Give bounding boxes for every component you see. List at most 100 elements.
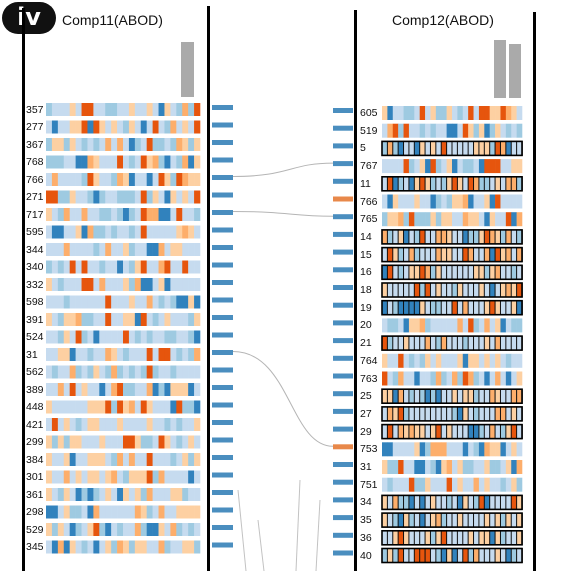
left-row-marker	[212, 332, 233, 338]
heatmap-cell	[484, 318, 490, 333]
heatmap-cell	[462, 494, 469, 510]
heatmap-cell	[408, 424, 416, 440]
heatmap-cell	[87, 365, 94, 379]
heatmap-cell	[398, 318, 404, 333]
heatmap-cell	[123, 470, 130, 484]
heatmap-cell	[408, 442, 415, 457]
heatmap-cell	[430, 212, 437, 227]
heatmap-cell	[46, 505, 53, 519]
heatmap-cell	[419, 282, 426, 298]
heatmap-cell	[152, 155, 159, 169]
heatmap-cell	[446, 424, 453, 440]
heatmap-cell	[446, 494, 453, 510]
heatmap-cell	[392, 140, 399, 156]
heatmap-cell	[392, 477, 399, 492]
heatmap-cell	[505, 176, 513, 192]
heatmap-cell	[111, 278, 118, 291]
heatmap-cell	[419, 442, 426, 457]
heatmap-cell	[451, 335, 459, 351]
heatmap-cell	[435, 424, 443, 440]
heatmap-cell	[93, 488, 100, 501]
heatmap-cell	[134, 523, 142, 536]
heatmap-cell	[510, 229, 518, 245]
heatmap-cell	[128, 523, 136, 536]
heatmap-cell	[440, 494, 448, 510]
heatmap-cell	[93, 400, 100, 414]
heatmap-cell	[123, 173, 130, 186]
heatmap-cell	[435, 247, 443, 263]
heatmap-cell	[382, 106, 388, 120]
heatmap-cell	[440, 530, 448, 546]
heatmap-cell	[57, 278, 65, 291]
heatmap-cell	[105, 208, 112, 221]
heatmap-cell	[392, 106, 399, 120]
heatmap-cell	[75, 418, 82, 431]
heatmap-cell	[176, 418, 183, 431]
heatmap-cell	[158, 138, 165, 151]
heatmap-cell	[425, 460, 431, 474]
right-panel-divider	[533, 12, 536, 571]
heatmap-cell	[87, 488, 94, 501]
heatmap-cell	[495, 353, 501, 368]
heatmap-cell	[194, 138, 201, 151]
heatmap-cell	[194, 103, 201, 116]
heatmap-cell	[435, 460, 442, 474]
cluster-outline	[381, 264, 523, 281]
heatmap-cell	[398, 194, 404, 209]
heatmap-cell	[408, 106, 415, 120]
heatmap-cell	[408, 371, 415, 386]
heatmap-cell	[386, 176, 394, 192]
heatmap-cell	[140, 190, 147, 204]
left-row-marker	[212, 525, 233, 530]
heatmap-cell	[170, 383, 177, 396]
heatmap-cell	[446, 406, 453, 422]
heatmap-cell	[99, 540, 106, 554]
heatmap-cell	[170, 453, 177, 466]
heatmap-cell	[381, 300, 389, 316]
heatmap-cell	[134, 260, 142, 274]
heatmap-cell	[468, 460, 474, 474]
heatmap-cell	[117, 155, 124, 169]
heatmap-cell	[81, 278, 88, 291]
heatmap-cell	[46, 173, 53, 186]
heatmap-cell	[382, 123, 388, 138]
heatmap-cell	[387, 106, 394, 120]
heatmap-cell	[188, 103, 195, 116]
heatmap-cell	[446, 247, 453, 263]
heatmap-cell	[51, 173, 59, 186]
heatmap-cell	[495, 460, 501, 474]
heatmap-cell	[152, 453, 159, 466]
heatmap-cell	[511, 442, 517, 457]
heatmap-cell	[397, 282, 405, 298]
heatmap-cell	[123, 453, 130, 466]
heatmap-cell	[176, 400, 183, 414]
heatmap-cell	[170, 540, 177, 554]
heatmap-cell	[462, 194, 469, 209]
left-row-marker	[212, 280, 233, 285]
heatmap-cell	[478, 159, 485, 174]
heatmap-cell	[69, 488, 76, 501]
heatmap-cell	[494, 424, 502, 440]
heatmap-cell	[424, 176, 432, 192]
heatmap-cell	[484, 442, 490, 457]
heatmap-cell	[57, 418, 65, 431]
heatmap-cell	[105, 120, 112, 134]
heatmap-cell	[117, 383, 124, 396]
heatmap-cell	[408, 264, 416, 280]
heatmap-cell	[158, 225, 165, 239]
heatmap-cell	[99, 365, 106, 379]
heatmap-cell	[111, 330, 118, 344]
heatmap-cell	[81, 330, 88, 344]
heatmap-cell	[87, 400, 94, 414]
heatmap-cell	[397, 512, 405, 528]
heatmap-cell	[194, 190, 201, 204]
heatmap-cell	[484, 123, 490, 138]
heatmap-cell	[99, 418, 106, 431]
left-row-marker	[212, 385, 233, 390]
heatmap-cell	[188, 383, 195, 396]
heatmap-cell	[46, 103, 53, 116]
heatmap-cell	[146, 540, 153, 554]
heatmap-cell	[182, 313, 189, 326]
heatmap-cell	[462, 212, 469, 227]
heatmap-cell	[117, 365, 124, 379]
